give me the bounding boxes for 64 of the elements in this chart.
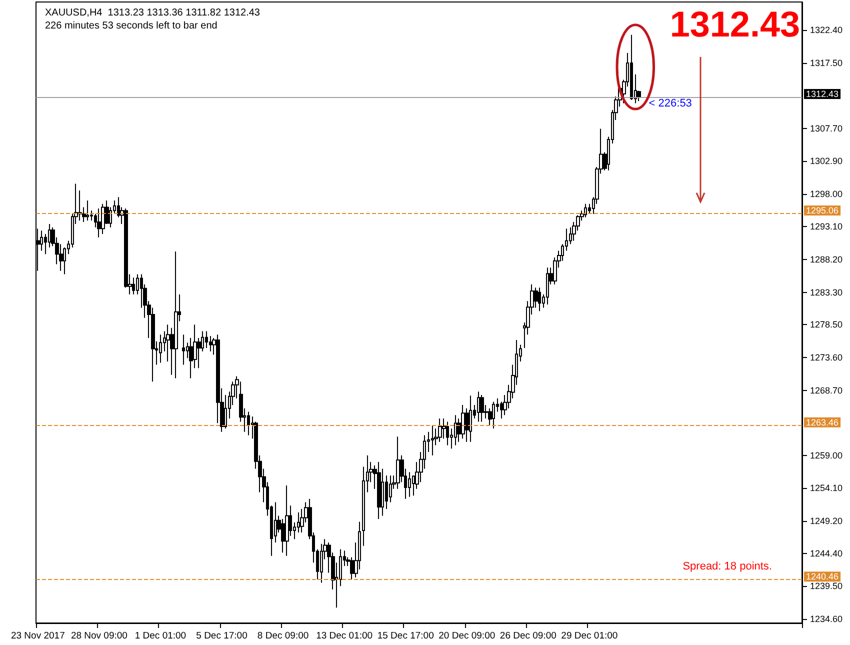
candlestick xyxy=(454,414,457,446)
text: 226 minutes 53 seconds left to bar end xyxy=(45,20,218,32)
candlestick xyxy=(584,203,587,218)
candlestick xyxy=(209,335,212,352)
candlestick xyxy=(205,330,208,349)
candlestick xyxy=(320,543,323,584)
ref-line-label: 1263.46 xyxy=(806,417,839,428)
candlestick xyxy=(182,334,185,366)
y-tick-label: 1254.10 xyxy=(810,483,843,494)
candlestick xyxy=(446,421,449,446)
annotation: 1312.43 xyxy=(670,4,800,44)
x-tick-label: 23 Nov 2017 xyxy=(10,630,65,642)
x-tick-label: 5 Dec 17:00 xyxy=(196,630,248,642)
y-tick-label: 1249.20 xyxy=(810,516,843,526)
y-tick-label: 1244.40 xyxy=(810,548,843,558)
x-tick-label: 15 Dec 17:00 xyxy=(377,630,434,642)
x-tick-label: 1 Dec 01:00 xyxy=(134,630,186,642)
candlestick xyxy=(461,404,465,440)
y-tick-label: 1302.90 xyxy=(810,156,843,166)
y-tick-label: 1278.50 xyxy=(810,320,843,330)
candlestick xyxy=(396,436,400,490)
y-tick-label: 1259.00 xyxy=(810,450,843,460)
x-tick-label: 8 Dec 09:00 xyxy=(257,630,309,642)
candlestick xyxy=(247,411,250,436)
annotation: Spread: 18 points. xyxy=(682,560,772,572)
y-tick-label: 1283.30 xyxy=(810,287,843,298)
candlestick xyxy=(408,472,411,498)
candlestick xyxy=(492,401,495,430)
candlestick xyxy=(630,34,633,100)
candlestick xyxy=(480,394,484,422)
x-tick-label: 13 Dec 01:00 xyxy=(316,630,373,642)
ref-line-label: 1240.46 xyxy=(806,572,839,582)
x-tick-label: 20 Dec 09:00 xyxy=(438,630,496,642)
text: XAUUSD,H4 1313.23 1313.36 1311.82 1312.43 xyxy=(45,8,260,18)
candlestick xyxy=(97,208,101,238)
y-tick-label: 1293.10 xyxy=(810,222,843,232)
y-tick-label: 1322.40 xyxy=(810,25,843,36)
candlestick xyxy=(546,267,549,305)
ref-line-label: 1312.43 xyxy=(806,89,839,100)
ref-line-label: 1295.06 xyxy=(806,206,839,216)
x-tick-label: 26 Dec 09:00 xyxy=(500,630,556,642)
y-tick-label: 1239.50 xyxy=(810,581,843,592)
candlestick xyxy=(477,391,480,422)
x-tick-label: 29 Dec 01:00 xyxy=(561,630,618,642)
y-tick-label: 1234.60 xyxy=(810,614,843,624)
y-tick-label: 1273.60 xyxy=(810,352,843,362)
candlestick xyxy=(438,418,442,442)
y-tick-label: 1307.70 xyxy=(810,124,843,134)
y-tick-label: 1268.70 xyxy=(810,385,843,396)
candlestick xyxy=(159,334,162,364)
candlestick xyxy=(174,250,178,379)
candlestick xyxy=(101,203,105,235)
candlestick xyxy=(86,200,89,222)
y-tick-label: 1298.00 xyxy=(810,188,843,199)
candlestick xyxy=(377,462,381,520)
candlestick xyxy=(285,485,289,556)
annotation: < 226:53 xyxy=(648,98,692,110)
y-tick-label: 1288.20 xyxy=(810,254,843,265)
candlestick xyxy=(132,277,135,295)
x-tick-label: 28 Nov 09:00 xyxy=(70,630,128,642)
y-tick-label: 1317.50 xyxy=(810,58,843,68)
candlestick xyxy=(538,287,541,312)
candlestick xyxy=(431,424,434,456)
candlestick xyxy=(469,395,472,442)
